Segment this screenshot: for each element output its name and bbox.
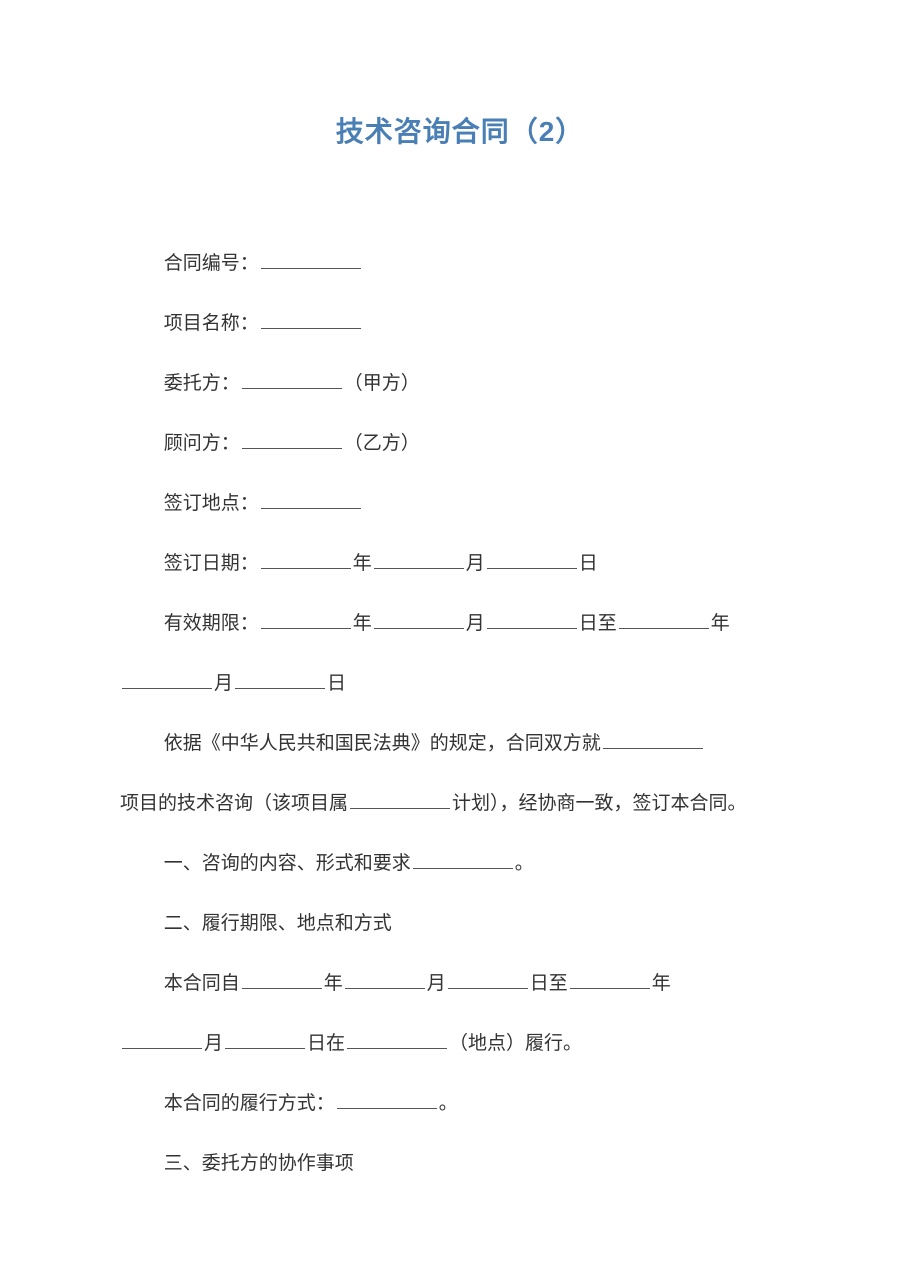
section-3-text: 三、委托方的协作事项 xyxy=(164,1153,354,1174)
perform-to-year-blank[interactable] xyxy=(570,970,650,989)
intro-text-3: 计划），经协商一致，签订本合同。 xyxy=(452,793,747,814)
sign-date-line: 签订日期： 年 月 日 xyxy=(120,545,800,583)
section-2-body-3: （地点）履行。 xyxy=(449,1033,582,1054)
sign-place-blank[interactable] xyxy=(261,490,361,509)
perform-to-day-blank[interactable] xyxy=(225,1030,305,1049)
section-1-blank[interactable] xyxy=(413,850,513,869)
section-2-text: 二、履行期限、地点和方式 xyxy=(164,913,392,934)
to-label-1: 至 xyxy=(598,613,617,634)
contract-no-line: 合同编号： xyxy=(120,245,800,283)
sign-place-line: 签订地点： xyxy=(120,485,800,523)
year-label-2: 年 xyxy=(353,613,372,634)
year-label-1: 年 xyxy=(353,553,372,574)
consultant-party-blank[interactable] xyxy=(242,430,342,449)
to-label-2: 至 xyxy=(549,973,568,994)
valid-from-day-blank[interactable] xyxy=(487,610,577,629)
perform-from-day-blank[interactable] xyxy=(448,970,528,989)
consultant-party-suffix: （乙方） xyxy=(344,433,420,454)
day-label-5: 日 xyxy=(307,1033,326,1054)
month-label-1: 月 xyxy=(466,553,485,574)
year-label-4: 年 xyxy=(324,973,343,994)
section-2-perform-end: 。 xyxy=(439,1093,458,1114)
section-2-body-2: 在 xyxy=(326,1033,345,1054)
valid-period-line: 有效期限： 年 月 日至 年 xyxy=(120,605,800,643)
month-label-3: 月 xyxy=(214,673,233,694)
day-label-1: 日 xyxy=(579,553,598,574)
day-label-3: 日 xyxy=(327,673,346,694)
entrusting-party-label: 委托方： xyxy=(164,373,240,394)
year-label-5: 年 xyxy=(652,973,671,994)
intro-paragraph: 依据《中华人民共和国民法典》的规定，合同双方就 xyxy=(120,725,800,763)
entrusting-party-suffix: （甲方） xyxy=(344,373,420,394)
perform-from-year-blank[interactable] xyxy=(242,970,322,989)
contract-no-blank[interactable] xyxy=(261,250,361,269)
month-label-5: 月 xyxy=(204,1033,223,1054)
section-2-body-1: 本合同自 xyxy=(164,973,240,994)
project-name-line: 项目名称： xyxy=(120,305,800,343)
perform-method-blank[interactable] xyxy=(337,1090,437,1109)
section-1-text: 一、咨询的内容、形式和要求 xyxy=(164,853,411,874)
section-1-end: 。 xyxy=(515,853,534,874)
section-2-body-cont: 月 日在 （地点）履行。 xyxy=(120,1025,800,1063)
valid-from-month-blank[interactable] xyxy=(374,610,464,629)
project-name-blank[interactable] xyxy=(261,310,361,329)
intro-plan-blank[interactable] xyxy=(350,790,450,809)
valid-period-label: 有效期限： xyxy=(164,613,259,634)
consultant-party-line: 顾问方： （乙方） xyxy=(120,425,800,463)
section-2-body: 本合同自 年 月 日至 年 xyxy=(120,965,800,1003)
intro-project-blank[interactable] xyxy=(603,730,703,749)
intro-text-2: 项目的技术咨询（该项目属 xyxy=(120,793,348,814)
intro-paragraph-2: 项目的技术咨询（该项目属 计划），经协商一致，签订本合同。 xyxy=(120,785,800,823)
day-label-4: 日 xyxy=(530,973,549,994)
sign-date-year-blank[interactable] xyxy=(261,550,351,569)
valid-from-year-blank[interactable] xyxy=(261,610,351,629)
perform-to-month-blank[interactable] xyxy=(122,1030,202,1049)
perform-place-blank[interactable] xyxy=(347,1030,447,1049)
month-label-2: 月 xyxy=(466,613,485,634)
valid-to-year-blank[interactable] xyxy=(619,610,709,629)
section-3: 三、委托方的协作事项 xyxy=(120,1145,800,1183)
project-name-label: 项目名称： xyxy=(164,313,259,334)
sign-date-day-blank[interactable] xyxy=(487,550,577,569)
section-2: 二、履行期限、地点和方式 xyxy=(120,905,800,943)
day-label-2: 日 xyxy=(579,613,598,634)
sign-place-label: 签订地点： xyxy=(164,493,259,514)
perform-from-month-blank[interactable] xyxy=(345,970,425,989)
month-label-4: 月 xyxy=(427,973,446,994)
contract-no-label: 合同编号： xyxy=(164,253,259,274)
entrusting-party-line: 委托方： （甲方） xyxy=(120,365,800,403)
sign-date-label: 签订日期： xyxy=(164,553,259,574)
section-1: 一、咨询的内容、形式和要求 。 xyxy=(120,845,800,883)
document-page: 技术咨询合同（2） 合同编号： 项目名称： 委托方：（甲方） 顾问方：（乙方） … xyxy=(0,0,920,1265)
document-title: 技术咨询合同（2） xyxy=(120,110,800,150)
valid-to-day-blank[interactable] xyxy=(235,670,325,689)
year-label-3: 年 xyxy=(711,613,730,634)
consultant-party-label: 顾问方： xyxy=(164,433,240,454)
section-2-perform-label: 本合同的履行方式： xyxy=(164,1093,335,1114)
valid-to-month-blank[interactable] xyxy=(122,670,212,689)
valid-period-line-2: 月日 xyxy=(120,665,800,703)
section-2-perform: 本合同的履行方式： 。 xyxy=(120,1085,800,1123)
entrusting-party-blank[interactable] xyxy=(242,370,342,389)
sign-date-month-blank[interactable] xyxy=(374,550,464,569)
intro-text-1: 依据《中华人民共和国民法典》的规定，合同双方就 xyxy=(164,733,601,754)
